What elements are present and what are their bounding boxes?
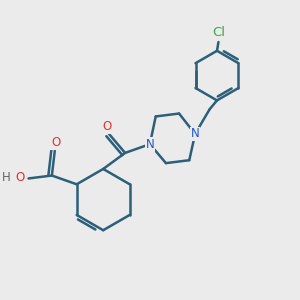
Text: N: N [146, 138, 154, 151]
Text: H: H [2, 171, 11, 184]
Text: Cl: Cl [212, 26, 225, 39]
Text: O: O [103, 120, 112, 133]
Text: O: O [51, 136, 61, 149]
Text: O: O [16, 171, 25, 184]
Text: N: N [191, 128, 200, 140]
